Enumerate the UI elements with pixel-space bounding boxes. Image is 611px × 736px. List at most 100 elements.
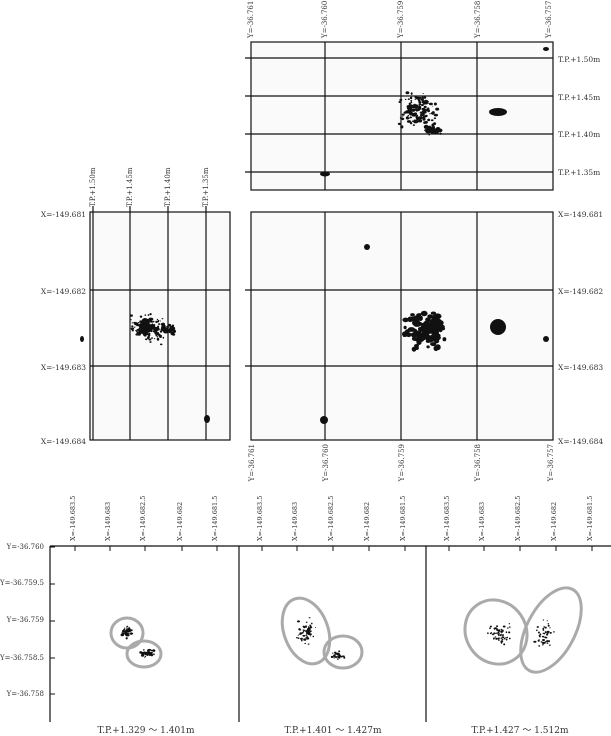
slice-2-dot	[333, 654, 335, 656]
slice-2-dot	[338, 653, 340, 655]
plan-upper-object	[364, 244, 370, 250]
slice-1-dot	[152, 649, 155, 652]
slice-3-dot	[496, 625, 498, 627]
slice-3-dot	[507, 627, 508, 629]
slice-2-dot	[310, 626, 312, 628]
left-dot	[151, 337, 153, 338]
left-section-right-object	[204, 415, 210, 423]
slice-2-cluster-b	[324, 636, 362, 668]
slice-3-dot	[493, 632, 495, 634]
top-dot	[435, 132, 437, 134]
slice-2-dot	[298, 637, 300, 639]
left-dot	[157, 332, 159, 333]
top-dot	[422, 110, 425, 112]
slice-2-dot	[306, 636, 308, 638]
top-y-label-2: Y=-36.760	[321, 1, 329, 39]
slice-3-dot	[542, 639, 545, 641]
bottom-p2-x-label-3: X=-149.682.5	[327, 496, 335, 541]
plan-x-label-2: X=-149.682	[558, 287, 603, 296]
top-dot	[429, 103, 433, 106]
top-dot	[400, 125, 403, 128]
slice-3-dot	[501, 629, 503, 631]
bottom-p1-x-label-1: X=-149.683.5	[69, 496, 77, 541]
left-dot	[150, 320, 153, 322]
slice-1-dot	[121, 634, 125, 636]
slice-2-dot	[306, 630, 309, 632]
bottom-y-label-2: Y=-36.759.5	[0, 579, 44, 587]
plan-dot	[426, 345, 429, 348]
slice-3-dot	[541, 641, 543, 642]
left-dot	[160, 321, 161, 322]
left-dot	[147, 336, 150, 338]
bottom-y-label-5: Y=-36.758	[6, 690, 44, 698]
bottom-y-label-3: Y=-36.759	[6, 616, 44, 624]
top-dot	[413, 120, 418, 123]
top-dot	[419, 97, 421, 99]
left-x-label-2: X=-149.682	[41, 287, 86, 296]
slice-3-dot	[545, 632, 547, 633]
slice-3-dot	[490, 626, 492, 628]
slice-3-dot	[503, 626, 506, 628]
slice-1-dot	[144, 657, 145, 658]
slice-2-dot	[304, 643, 306, 644]
left-dot	[145, 334, 147, 335]
slice-1-dot	[129, 633, 130, 634]
slice-3-dot	[549, 627, 551, 628]
left-x-label-3: X=-149.683	[41, 363, 86, 372]
left-dot	[155, 327, 158, 330]
top-y-label-5: Y=-36.757	[545, 1, 553, 39]
top-dot	[422, 101, 426, 104]
slice-3-dot	[538, 645, 540, 647]
slice-1-dot	[121, 632, 124, 634]
top-dot	[435, 108, 439, 111]
top-dot	[425, 115, 428, 117]
slice-2-dot	[343, 657, 345, 659]
slice-2-dot	[331, 656, 333, 658]
slice-2-dot	[311, 623, 313, 625]
slice-1-caption: T.P.+1.329 ～ 1.401m	[98, 726, 195, 736]
top-dot	[434, 103, 437, 106]
slice-1-dot	[148, 650, 150, 652]
top-dot	[410, 97, 412, 100]
slice-2-clusters	[274, 592, 362, 671]
plan-dot	[411, 332, 419, 337]
left-dot	[140, 316, 142, 318]
plan-bottom-object	[320, 416, 328, 424]
left-dot	[172, 333, 175, 335]
slice-3-dot	[503, 643, 505, 645]
top-elev-label-2: T.P.+1.45m	[558, 93, 600, 102]
slice-1-dot	[149, 654, 151, 656]
bottom-p1-x-label-5: X=-149.681.5	[211, 496, 219, 541]
top-dot	[405, 111, 407, 112]
plan-dot	[441, 327, 445, 330]
slice-2-dot	[299, 634, 301, 635]
slice-3-dot	[542, 628, 544, 630]
top-dot	[426, 127, 431, 131]
slice-3-caption: T.P.+1.427 ～ 1.512m	[472, 726, 569, 736]
left-dot	[131, 325, 133, 327]
top-section-large-object	[489, 108, 507, 116]
bottom-p2-x-label-4: X=-149.682	[363, 502, 371, 541]
left-dot	[154, 324, 156, 326]
top-dot	[432, 106, 433, 107]
top-dot	[434, 114, 438, 117]
bottom-p2-x-label-1: X=-149.683.5	[256, 496, 264, 541]
slice-3-cluster-b	[508, 578, 594, 682]
plan-dot	[425, 317, 430, 321]
left-dot	[155, 333, 157, 336]
top-dot	[416, 117, 419, 120]
slice-1-dot	[130, 632, 133, 634]
top-elev-label-4: T.P.+1.35m	[558, 168, 600, 177]
plan-dot	[404, 326, 407, 329]
left-elev-label-1: T.P.+1.50m	[89, 167, 97, 207]
top-dot	[421, 104, 424, 106]
left-dot	[148, 339, 151, 341]
slice-3-dot	[498, 635, 500, 637]
plan-x-label-1: X=-149.681	[558, 210, 603, 219]
bottom-p1-x-label-3: X=-149.682.5	[139, 496, 147, 541]
plan-y-label-1: Y=-36.761	[248, 444, 256, 482]
slice-2-dot	[334, 657, 335, 658]
slice-1-dot	[131, 629, 133, 631]
slice-1-dot	[126, 635, 128, 637]
slice-3-dot	[501, 638, 502, 640]
